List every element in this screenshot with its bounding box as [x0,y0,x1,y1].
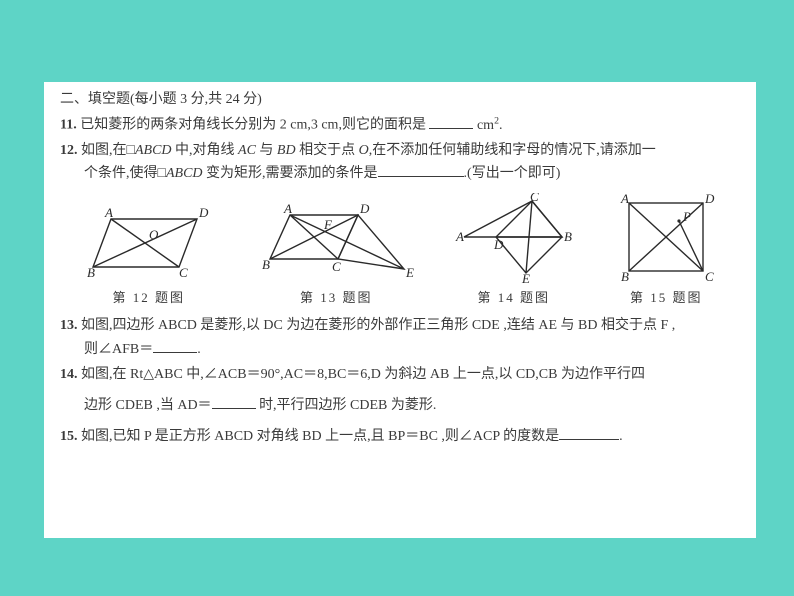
svg-text:A: A [455,229,464,244]
figures-row: A D B C O 第 12 题图 A [60,193,740,308]
svg-text:C: C [179,265,188,280]
q12-l2b: 变为矩形,需要添加的条件是 [203,166,378,181]
q12-l1c: 与 [256,143,277,158]
svg-text:B: B [621,269,629,283]
q13-line2: 则∠AFB＝. [60,338,740,361]
q12-abcd: ABCD [135,143,172,158]
q14-l2b: 时,平行四边形 CDEB 为菱形. [259,398,436,413]
q13-num: 13. [60,318,78,333]
heading-paren: (每小题 3 分,共 24 分) [130,92,262,107]
svg-text:D: D [198,205,209,220]
q15-num: 15. [60,429,78,444]
figure-15-svg: A D B C P [611,193,721,283]
figure-14-svg: A B C D E [454,193,574,283]
q12-ac: AC [238,143,256,158]
svg-text:P: P [682,209,691,224]
q12-l2c: .(写出一个即可) [464,166,561,181]
q13-l2b: . [197,342,201,357]
svg-text:E: E [405,265,414,280]
svg-text:D: D [359,201,370,216]
q11-blank [429,115,473,129]
svg-text:D: D [493,237,504,252]
svg-text:F: F [323,217,333,232]
question-12: 12. 如图,在□ABCD 中,对角线 AC 与 BD 相交于点 O,在不添加任… [60,139,740,185]
figure-15: A D B C P 第 15 题图 [611,193,721,308]
q15-text: 如图,已知 P 是正方形 ABCD 对角线 BD 上一点,且 BP＝BC ,则∠… [81,429,559,444]
figure-14-caption: 第 14 题图 [477,287,550,308]
figure-12-caption: 第 12 题图 [112,287,185,308]
svg-text:A: A [283,201,292,216]
svg-text:B: B [87,265,95,280]
q15-blank [559,426,619,440]
q12-l1a: 如图,在□ [81,143,135,158]
q13-blank [153,339,197,353]
q14-l1: 如图,在 Rt△ABC 中,∠ACB＝90°,AC＝8,BC＝6,D 为斜边 A… [81,367,645,382]
question-11: 11. 已知菱形的两条对角线长分别为 2 cm,3 cm,则它的面积是 cm2. [60,113,740,137]
q11-num: 11. [60,118,77,133]
q14-num: 14. [60,367,78,382]
question-14: 14. 如图,在 Rt△ABC 中,∠ACB＝90°,AC＝8,BC＝6,D 为… [60,363,740,417]
heading-text: 二、填空题 [60,92,130,107]
svg-text:D: D [704,193,715,206]
q15-b: . [619,429,623,444]
q11-text: 已知菱形的两条对角线长分别为 2 cm,3 cm,则它的面积是 [80,118,426,133]
svg-text:C: C [705,269,714,283]
svg-text:C: C [530,193,539,204]
q12-blank [378,163,464,177]
q14-line2: 边形 CDEB ,当 AD＝ 时,平行四边形 CDEB 为菱形. [60,394,740,417]
q13-l2: 则∠AFB＝ [84,342,153,357]
figure-12: A D B C O 第 12 题图 [79,203,219,308]
svg-text:B: B [564,229,572,244]
q12-l1e: ,在不添加任何辅助线和字母的情况下,请添加一 [369,143,656,158]
svg-text:A: A [104,205,113,220]
figure-15-caption: 第 15 题图 [630,287,703,308]
document-panel: 二、填空题(每小题 3 分,共 24 分) 11. 已知菱形的两条对角线长分别为… [44,82,756,538]
svg-text:O: O [149,227,159,242]
q12-l1b: 中,对角线 [172,143,239,158]
q14-l2a: 边形 CDEB ,当 AD＝ [84,398,212,413]
q12-abcd2: ABCD [166,166,203,181]
figure-13: A D B C E F 第 13 题图 [256,199,416,308]
figure-13-svg: A D B C E F [256,199,416,283]
q13-l1: 如图,四边形 ABCD 是菱形,以 DC 为边在菱形的外部作正三角形 CDE ,… [81,318,675,333]
figure-14: A B C D E 第 14 题图 [454,193,574,308]
section-heading: 二、填空题(每小题 3 分,共 24 分) [60,88,740,111]
svg-text:B: B [262,257,270,272]
q12-o: O [359,143,369,158]
q12-l1d: 相交于点 [296,143,359,158]
svg-text:E: E [521,271,530,283]
q11-unit: cm2. [477,118,503,133]
figure-13-caption: 第 13 题图 [300,287,373,308]
question-15: 15. 如图,已知 P 是正方形 ABCD 对角线 BD 上一点,且 BP＝BC… [60,425,740,448]
q12-bd: BD [277,143,296,158]
q12-l2a: 个条件,使得□ [84,166,166,181]
question-13: 13. 如图,四边形 ABCD 是菱形,以 DC 为边在菱形的外部作正三角形 C… [60,314,740,360]
q12-line2: 个条件,使得□ABCD 变为矩形,需要添加的条件是 .(写出一个即可) [60,162,740,185]
svg-text:A: A [620,193,629,206]
q14-blank [212,395,256,409]
q12-num: 12. [60,143,78,158]
figure-12-svg: A D B C O [79,203,219,283]
svg-text:C: C [332,259,341,274]
